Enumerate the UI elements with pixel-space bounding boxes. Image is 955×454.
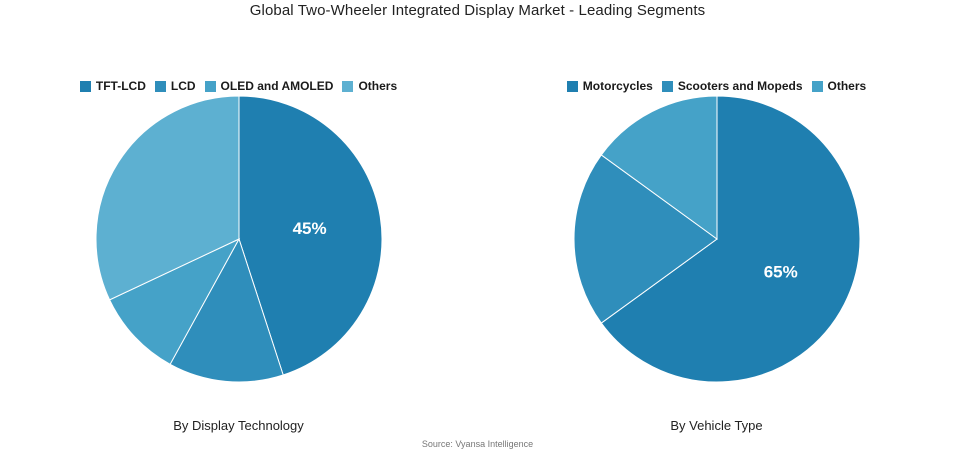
legend-label: Motorcycles (582, 79, 653, 93)
chart-subtitle: By Vehicle Type (670, 418, 763, 433)
legend-item-oled-and-amoled: OLED and AMOLED (204, 79, 334, 93)
legend-label: Scooters and Mopeds (677, 79, 803, 93)
pie-slice-others (95, 95, 240, 301)
legend-label: Others (827, 79, 867, 93)
legend-swatch (661, 80, 673, 92)
legend-label: LCD (170, 79, 196, 93)
legend-item-others: Others (811, 79, 867, 93)
pie-chart-display-technology: 45% (95, 95, 383, 383)
legend-item-others: Others (342, 79, 397, 93)
legend: TFT-LCD LCD OLED and AMOLED Others (0, 79, 477, 93)
slice-data-label: 65% (764, 262, 798, 281)
pie-slice-tft-lcd (238, 95, 383, 376)
legend-swatch (79, 80, 91, 92)
legend-item-lcd: LCD (154, 79, 196, 93)
legend-item-scooters-and-mopeds: Scooters and Mopeds (661, 79, 803, 93)
legend: Motorcycles Scooters and Mopeds Others (478, 79, 955, 93)
pie-slice-motorcycles (600, 95, 861, 383)
pie-slice-others (600, 95, 718, 240)
vehicle-type-panel: Motorcycles Scooters and Mopeds Others 65%… (478, 0, 955, 454)
pie-chart-vehicle-type: 65% (573, 95, 861, 383)
legend-label: OLED and AMOLED (220, 79, 334, 93)
legend-swatch (811, 80, 823, 92)
chart-subtitle: By Display Technology (173, 418, 304, 433)
display-technology-panel: TFT-LCD LCD OLED and AMOLED Others 45% By D… (0, 0, 477, 454)
legend-label: TFT-LCD (95, 79, 146, 93)
pie-slice-scooters-and-mopeds (573, 154, 718, 324)
legend-item-tft-lcd: TFT-LCD (79, 79, 146, 93)
slice-data-label: 45% (293, 219, 327, 238)
legend-swatch (566, 80, 578, 92)
legend-swatch (342, 80, 354, 92)
legend-swatch (204, 80, 216, 92)
pie-slice-oled-and-amoled (108, 237, 241, 365)
legend-swatch (154, 80, 166, 92)
legend-item-motorcycles: Motorcycles (566, 79, 653, 93)
pie-slice-lcd (169, 237, 284, 383)
legend-label: Others (358, 79, 398, 93)
chart-title: Global Two-Wheeler Integrated Display Ma… (249, 2, 706, 19)
source-note: Source: Vyansa Intelligence (421, 439, 534, 449)
